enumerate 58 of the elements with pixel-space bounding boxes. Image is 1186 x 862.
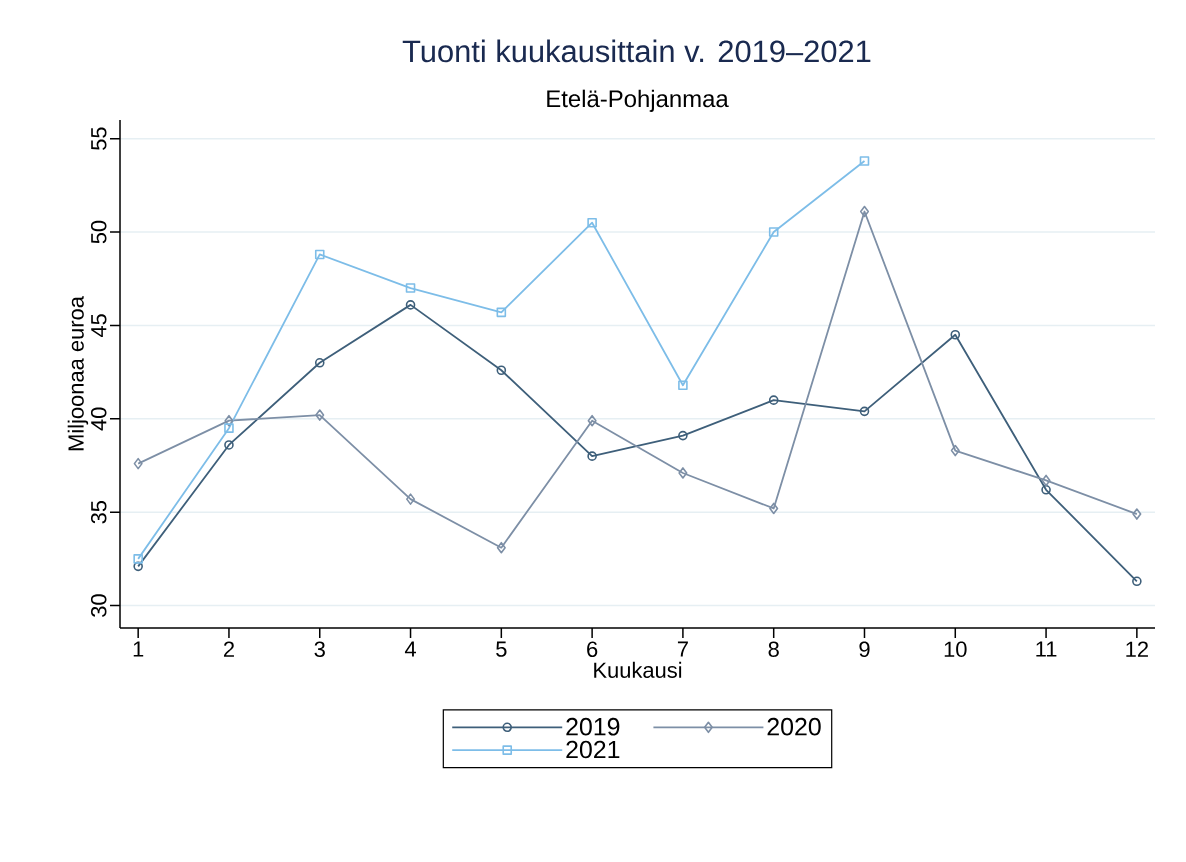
legend-label: 2021: [566, 740, 620, 759]
y-tick-label: 55: [91, 127, 107, 150]
point: [133, 561, 143, 572]
chart-title: Tuonti kuukausittain v. 2019–2021: [402, 39, 871, 63]
point: [224, 414, 234, 427]
x-tick-label: 1: [133, 641, 144, 657]
y-tick-label: 45: [91, 314, 107, 338]
point: [1041, 474, 1051, 487]
point: [587, 451, 597, 461]
x-tick-label: 3: [314, 641, 325, 658]
y-tick-label: 30: [90, 594, 107, 617]
x-tick-label: 9: [859, 641, 870, 658]
x-tick-label: 12: [1126, 641, 1148, 657]
point: [678, 430, 688, 441]
chart-subtitle: Etelä-Pohjanmaa: [547, 89, 729, 112]
point: [950, 329, 961, 340]
point: [496, 307, 507, 318]
point: [587, 217, 597, 228]
x-tick-label: 4: [404, 641, 416, 657]
point: [950, 444, 960, 457]
point: [1041, 484, 1051, 495]
point: [314, 249, 325, 260]
point: [224, 423, 234, 433]
y-tick-label: 40: [90, 407, 107, 431]
y-tick-label: 50: [90, 220, 107, 244]
point: [405, 493, 416, 505]
x-axis-title: Kuukausi: [594, 661, 682, 678]
point: [859, 205, 870, 218]
point: [405, 283, 416, 293]
x-tick-label: 5: [496, 641, 507, 657]
y-tick-label: 35: [90, 500, 107, 524]
point: [405, 300, 416, 310]
point: [133, 457, 143, 470]
point: [315, 409, 325, 421]
legend-label: 2019: [566, 717, 620, 736]
point: [224, 440, 234, 450]
x-tick-label: 7: [677, 641, 688, 657]
x-tick-label: 2: [223, 641, 234, 657]
x-tick-label: 11: [1036, 641, 1057, 657]
x-tick-label: 6: [587, 641, 598, 658]
point: [314, 357, 325, 368]
point: [496, 365, 507, 376]
point: [1132, 576, 1142, 587]
point: [859, 406, 870, 417]
point: [768, 227, 779, 237]
point: [587, 414, 597, 427]
point: [496, 541, 506, 554]
point: [768, 395, 779, 405]
point: [859, 156, 870, 166]
point: [678, 380, 688, 390]
x-tick-label: 10: [944, 641, 967, 658]
point: [133, 554, 143, 564]
point: [678, 467, 688, 479]
y-axis-title: Miljoonaa euroa: [67, 296, 89, 451]
point: [769, 502, 779, 515]
x-tick-label: 8: [768, 641, 779, 658]
legend-label: 2020: [767, 717, 821, 736]
point: [1132, 508, 1142, 520]
